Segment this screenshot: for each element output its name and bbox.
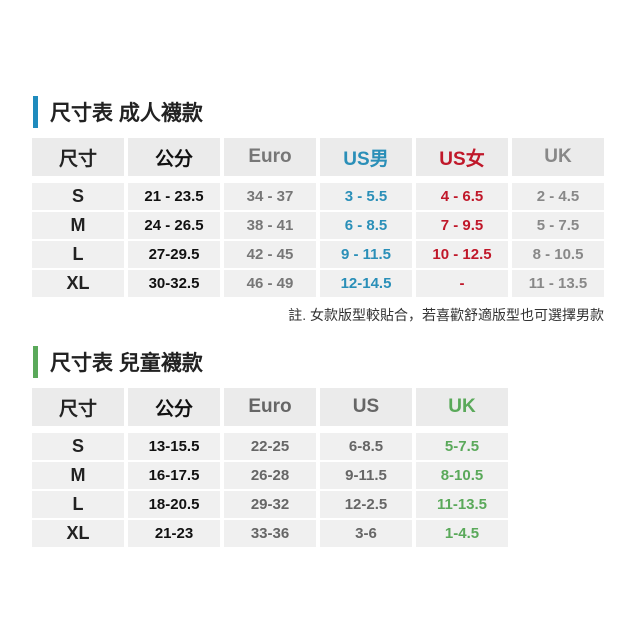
table-cell: 26-28 — [224, 462, 316, 489]
table-cell: S — [32, 183, 124, 210]
table-cell: 42 - 45 — [224, 241, 316, 268]
table-cell: 29-32 — [224, 491, 316, 518]
adult-fit-note: 註. 女款版型較貼合，若喜歡舒適版型也可選擇男款 — [288, 307, 604, 323]
table-cell: 5-7.5 — [416, 433, 508, 460]
kids-title-text: 尺寸表 兒童襪款 — [50, 352, 203, 375]
column-header: UK — [416, 388, 508, 426]
table-cell: 2 - 4.5 — [512, 183, 604, 210]
column-header: 公分 — [128, 138, 220, 176]
table-cell: - — [416, 270, 508, 297]
kids-size-table: 尺寸 公分 Euro US UK S 13-15.5 22-25 6-8.5 5-7.5 M 16-1… — [32, 388, 508, 549]
table-cell: 6 - 8.5 — [320, 212, 412, 239]
adult-section-title: 尺寸表 成人襪款 — [33, 96, 203, 128]
table-cell: 7 - 9.5 — [416, 212, 508, 239]
table-cell: 24 - 26.5 — [128, 212, 220, 239]
table-cell: 18-20.5 — [128, 491, 220, 518]
table-cell: 21-23 — [128, 520, 220, 547]
table-cell: 13-15.5 — [128, 433, 220, 460]
table-cell: 8 - 10.5 — [512, 241, 604, 268]
table-cell: 9 - 11.5 — [320, 241, 412, 268]
table-cell: 1-4.5 — [416, 520, 508, 547]
column-header: US男 — [320, 138, 412, 176]
table-cell: M — [32, 212, 124, 239]
table-cell: 21 - 23.5 — [128, 183, 220, 210]
table-cell: XL — [32, 520, 124, 547]
kids-section-title: 尺寸表 兒童襪款 — [33, 346, 203, 378]
adult-size-table: 尺寸 公分 Euro US男 US女 UK S 21 - 23.5 34 - 37 3 - 5.5… — [32, 138, 604, 299]
table-cell: 9-11.5 — [320, 462, 412, 489]
table-cell: 46 - 49 — [224, 270, 316, 297]
table-cell: 5 - 7.5 — [512, 212, 604, 239]
column-header: Euro — [224, 138, 316, 176]
table-cell: S — [32, 433, 124, 460]
column-header: 公分 — [128, 388, 220, 426]
table-cell: 3 - 5.5 — [320, 183, 412, 210]
table-cell: 11 - 13.5 — [512, 270, 604, 297]
column-header: Euro — [224, 388, 316, 426]
column-header: 尺寸 — [32, 138, 124, 176]
table-cell: 12-2.5 — [320, 491, 412, 518]
adult-title-text: 尺寸表 成人襪款 — [50, 102, 203, 125]
column-header: 尺寸 — [32, 388, 124, 426]
table-cell: XL — [32, 270, 124, 297]
table-cell: 34 - 37 — [224, 183, 316, 210]
title-accent-bar — [33, 346, 38, 378]
table-cell: L — [32, 241, 124, 268]
column-header: US — [320, 388, 412, 426]
table-cell: 22-25 — [224, 433, 316, 460]
title-accent-bar — [33, 96, 38, 128]
table-cell: 4 - 6.5 — [416, 183, 508, 210]
table-cell: 38 - 41 — [224, 212, 316, 239]
table-cell: 12-14.5 — [320, 270, 412, 297]
table-cell: 8-10.5 — [416, 462, 508, 489]
table-cell: 33-36 — [224, 520, 316, 547]
table-cell: 16-17.5 — [128, 462, 220, 489]
column-header: US女 — [416, 138, 508, 176]
table-cell: 6-8.5 — [320, 433, 412, 460]
table-cell: 3-6 — [320, 520, 412, 547]
table-cell: 27-29.5 — [128, 241, 220, 268]
table-cell: M — [32, 462, 124, 489]
column-header: UK — [512, 138, 604, 176]
table-cell: 11-13.5 — [416, 491, 508, 518]
table-cell: L — [32, 491, 124, 518]
table-cell: 10 - 12.5 — [416, 241, 508, 268]
table-cell: 30-32.5 — [128, 270, 220, 297]
